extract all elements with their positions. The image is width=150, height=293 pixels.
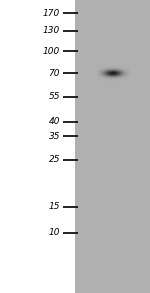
Text: 40: 40 (48, 117, 60, 126)
Bar (75, 0, 150, 293)
Text: 35: 35 (48, 132, 60, 141)
Text: 130: 130 (43, 26, 60, 35)
Text: 10: 10 (48, 229, 60, 237)
Text: 55: 55 (48, 92, 60, 101)
Text: 70: 70 (48, 69, 60, 78)
Text: 15: 15 (48, 202, 60, 211)
Text: 170: 170 (43, 9, 60, 18)
Text: 25: 25 (48, 155, 60, 164)
Text: 100: 100 (43, 47, 60, 56)
